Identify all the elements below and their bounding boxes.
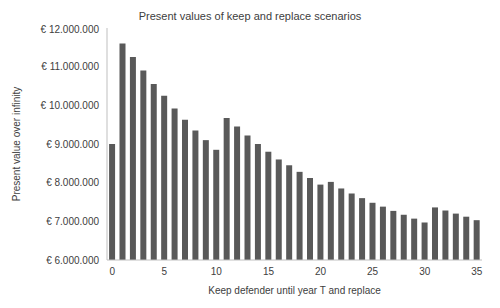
svg-text:0: 0 [109, 266, 115, 277]
svg-text:€ 8.000.000: € 8.000.000 [46, 177, 99, 188]
svg-text:35: 35 [471, 266, 483, 277]
svg-text:15: 15 [263, 266, 275, 277]
svg-text:Present value over infinity: Present value over infinity [11, 87, 22, 202]
svg-text:€ 6.000.000: € 6.000.000 [46, 255, 99, 266]
svg-text:Keep defender until year T and: Keep defender until year T and replace [208, 285, 381, 296]
svg-text:€ 11.000.000: € 11.000.000 [41, 61, 99, 72]
svg-text:25: 25 [367, 266, 379, 277]
svg-text:5: 5 [162, 266, 168, 277]
svg-text:30: 30 [419, 266, 431, 277]
svg-text:€ 10.000.000: € 10.000.000 [41, 100, 100, 111]
svg-text:€ 7.000.000: € 7.000.000 [46, 216, 99, 227]
svg-text:10: 10 [211, 266, 223, 277]
svg-text:€ 9.000.000: € 9.000.000 [46, 139, 99, 150]
svg-text:€ 12.000.000: € 12.000.000 [41, 24, 100, 35]
svg-text:20: 20 [315, 266, 327, 277]
html-text:Present values of keep and rep: Present values of keep and replace scena… [138, 10, 362, 22]
